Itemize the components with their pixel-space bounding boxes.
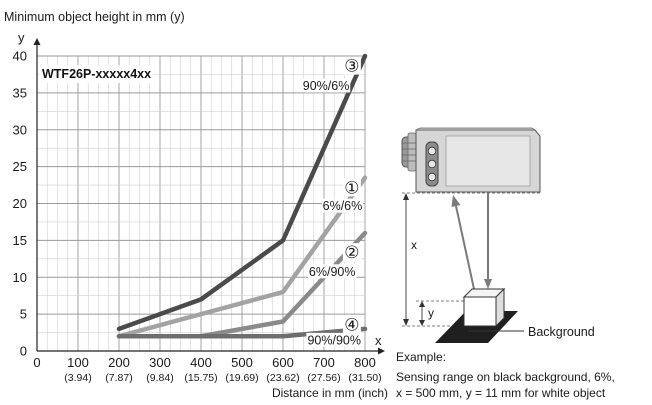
example-line-2: x = 500 mm, y = 11 mm for white object [396, 386, 606, 400]
data-point [281, 319, 285, 324]
series-marker-background [342, 178, 361, 197]
x-tick-label: 400 [190, 355, 212, 370]
object-cube-icon [462, 287, 506, 328]
sensor-diagram: x y Background [401, 127, 595, 343]
x-tick-label: 500 [231, 355, 253, 370]
y-tick-label: 35 [13, 85, 27, 100]
series-line [116, 175, 368, 339]
x-tick-sublabel: (27.56) [307, 372, 340, 384]
distance-label: x [411, 238, 417, 252]
series-marker-background [342, 243, 361, 262]
series-label-background [308, 264, 357, 279]
series-labels: ③ 90%/6% ① 6%/6% ② 6%/90% ④90%/90% [301, 56, 363, 347]
x-axis-letter: x [375, 333, 382, 348]
y-axis-letter: y [18, 30, 25, 45]
y-tick-label: 25 [13, 159, 27, 174]
y-tick-label: 20 [13, 196, 27, 211]
y-tick-label: 10 [13, 270, 27, 285]
data-point [363, 176, 367, 180]
x-tick-sublabel: (19.69) [225, 372, 258, 384]
x-tick-label: 600 [272, 355, 294, 370]
series-label: 90%/6% [303, 79, 350, 93]
y-tick-label: 15 [13, 233, 27, 248]
x-tick-label: 300 [149, 355, 171, 370]
photoelectric-sensor-icon [401, 127, 541, 193]
series-group [116, 53, 368, 339]
series-label-background [301, 78, 351, 93]
x-tick-sublabel: (23.62) [266, 372, 299, 384]
x-axis-arrow [378, 347, 385, 355]
product-label: WTF26P-xxxxx4xx [42, 67, 151, 81]
example-line-1: Sensing range on black background, 6%, [396, 370, 615, 384]
y-tick-label: 30 [13, 122, 27, 137]
series-label-background [321, 198, 363, 213]
x-tick-sublabel: (9.84) [146, 372, 173, 384]
series-marker-background [342, 315, 361, 334]
x-tick-label: 100 [67, 355, 89, 370]
x-tick-label: 800 [354, 355, 376, 370]
data-point [281, 334, 285, 338]
y-tick-label: 5 [20, 307, 27, 322]
x-tick-sublabel: (15.75) [184, 372, 217, 384]
x-tick-label: 200 [108, 355, 130, 370]
series-marker: ④ [344, 315, 359, 334]
background-label: Background [528, 325, 595, 339]
example-caption: Example: Sensing range on black backgrou… [396, 350, 615, 400]
light-beams [451, 193, 492, 290]
data-point [199, 312, 203, 316]
y-tick-label: 0 [20, 344, 27, 359]
chart-title: Minimum object height in mm (y) [4, 10, 185, 24]
data-point [281, 290, 285, 294]
data-point [117, 327, 121, 331]
series-marker: ② [344, 243, 359, 262]
x-tick-label: 700 [313, 355, 335, 370]
data-point [363, 54, 367, 58]
series-marker: ③ [344, 57, 359, 76]
series-label: 90%/90% [307, 333, 361, 347]
x-tick-label: 0 [33, 355, 40, 370]
series-label: 6%/90% [309, 265, 356, 279]
height-label: y [428, 306, 434, 320]
data-point [281, 238, 285, 242]
data-point [117, 334, 121, 338]
series-line [116, 53, 368, 332]
data-point [363, 231, 367, 235]
y-axis-arrow [33, 38, 41, 45]
data-point [363, 327, 367, 331]
series-marker-background [342, 56, 361, 75]
grid [36, 55, 366, 352]
x-tick-sublabel: (3.94) [64, 372, 91, 384]
y-tick-label: 40 [13, 49, 27, 64]
series-marker: ① [344, 178, 359, 197]
series-label-background [306, 332, 363, 347]
data-point [199, 297, 203, 301]
series-label: 6%/6% [323, 199, 363, 213]
example-heading: Example: [396, 350, 446, 364]
x-tick-sublabel: (7.87) [105, 372, 132, 384]
x-tick-sublabel: (31.50) [348, 372, 381, 384]
height-dimension: y [416, 300, 468, 326]
x-axis-title: Distance in mm (inch) [272, 386, 388, 400]
product-label-background [39, 65, 155, 83]
